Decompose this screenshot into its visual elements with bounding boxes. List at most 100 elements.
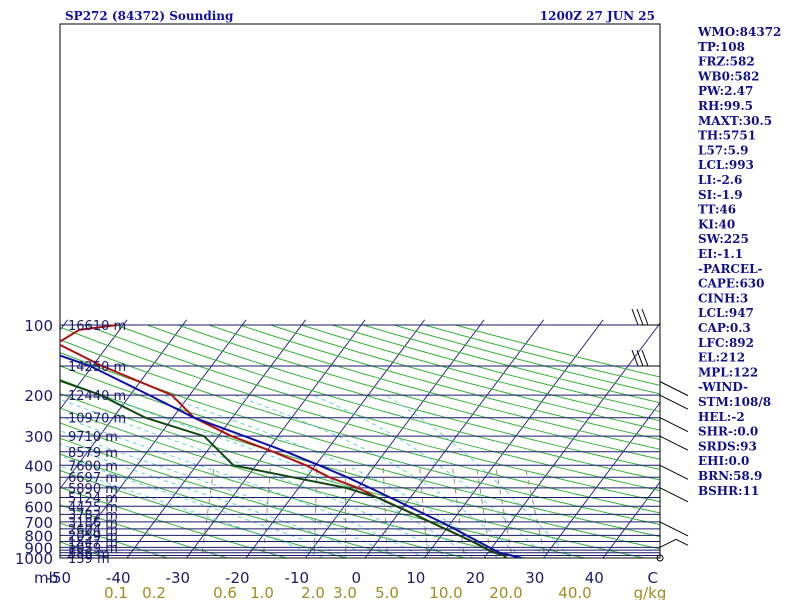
isotherm [483, 322, 660, 558]
moist-adiabat [60, 398, 450, 558]
mixing-ratio-label: 20.0 [489, 584, 522, 600]
height-label: 1059 m [68, 541, 118, 556]
temp-tick-label: 20 [466, 569, 485, 587]
pressure-label: 700 [24, 514, 53, 532]
temp-tick-label: -40 [106, 569, 131, 587]
height-label: 4425 m [68, 500, 118, 515]
mixing-ratio-label: g/kg [634, 584, 667, 600]
dry-adiabat [60, 365, 660, 538]
wind-barb-shaft [659, 538, 677, 548]
isotherm [423, 319, 604, 558]
moist-adiabat [60, 443, 376, 558]
wind-barb-flag [631, 349, 639, 367]
height-label: 7600 m [68, 459, 118, 474]
index-item: LCL:993 [698, 158, 754, 172]
isotherm [0, 320, 8, 563]
index-item: HEL:-2 [698, 410, 745, 424]
mixing-ratio-label: 2.0 [301, 584, 325, 600]
pressure-unit: mb [34, 569, 58, 587]
index-item: EHI:0.0 [698, 454, 749, 468]
isotherm [542, 401, 660, 558]
mixing-ratio-line [451, 465, 465, 558]
wind-barb-shaft [659, 464, 677, 474]
pressure-label: 1000 [15, 550, 53, 568]
index-item: TH:5751 [698, 129, 756, 143]
isotherm [185, 319, 366, 558]
index-item: MAXT:30.5 [698, 114, 772, 128]
mixing-ratio-line [200, 465, 215, 558]
dry-adiabat [60, 422, 528, 558]
pressure-label: 600 [24, 498, 53, 516]
temp-tick-label: C [648, 569, 658, 587]
pressure-label: 200 [24, 387, 53, 405]
mixing-ratio-line [419, 465, 429, 558]
temp-tick-label: 40 [585, 569, 604, 587]
height-label: 16610 m [68, 319, 126, 334]
height-label: 5890 m [68, 482, 118, 497]
wind-barb-flag [675, 529, 689, 537]
index-panel: WMO:84372TP:108FRZ:582WB0:582PW:2.47RH:9… [697, 25, 781, 498]
index-item: -WIND- [698, 380, 748, 394]
dry-adiabat [60, 486, 289, 558]
isotherm [126, 319, 307, 558]
moist-adiabat [312, 394, 548, 558]
dry-adiabat [60, 504, 230, 558]
height-label: 6697 m [68, 471, 118, 486]
height-label: 3186 m [68, 516, 118, 531]
profiles [60, 324, 522, 558]
wind-barb-shaft [659, 381, 677, 391]
height-label: 586 m [68, 547, 110, 562]
wind-barb-flag [636, 308, 644, 326]
wind-barb-shaft [659, 394, 677, 404]
isotherm [60, 319, 188, 490]
mixing-ratio-label: 1.0 [250, 584, 274, 600]
wind-barb-flag [675, 443, 689, 451]
dry-adiabat [60, 541, 110, 558]
wind-calm [656, 554, 664, 562]
pressure-label: 400 [24, 457, 53, 475]
dewpoint-line [60, 379, 508, 558]
mixing-ratio-label: 3.0 [333, 584, 357, 600]
dry-adiabat [60, 469, 349, 558]
height-label: 2604 m [68, 523, 118, 538]
mixing-ratio-label: 10.0 [429, 584, 462, 600]
dry-adiabat [60, 339, 660, 514]
wind-barb-flag [631, 308, 639, 326]
height-label: 1547 m [68, 536, 118, 551]
temp-tick-label: -30 [166, 569, 191, 587]
moist-adiabat [60, 415, 425, 558]
height-label: 3782 m [68, 508, 118, 523]
dry-adiabat [60, 326, 660, 503]
wind-barb-flag [641, 308, 649, 326]
index-item: WMO:84372 [697, 25, 781, 39]
dry-adiabat [60, 407, 587, 558]
index-item: LCL:947 [698, 306, 754, 320]
index-item: SI:-1.9 [698, 188, 743, 202]
moist-adiabat [60, 465, 327, 558]
pressure-label: 100 [24, 317, 53, 335]
dry-adiabat [270, 324, 660, 431]
index-item: EL:212 [698, 351, 745, 365]
mixing-ratio-label: 0.1 [104, 584, 128, 600]
wind-barb-flag [675, 538, 689, 546]
mixing-ratio-label: 0.6 [213, 584, 237, 600]
height-label: 139 m [68, 552, 110, 567]
dry-adiabat [85, 324, 660, 492]
index-item: EI:-1.1 [698, 247, 743, 261]
dry-adiabat [60, 437, 468, 558]
mixing-ratio-line [494, 465, 513, 558]
moist-adiabat [100, 394, 475, 558]
dry-adiabat [60, 453, 408, 558]
mixing-ratio-line [475, 465, 492, 558]
wind-barb-flag [675, 472, 689, 480]
height-label: 9710 m [68, 430, 118, 445]
index-item: PW:2.47 [698, 84, 753, 98]
index-item: WB0:582 [697, 69, 759, 83]
index-item: LFC:892 [698, 336, 754, 350]
dry-adiabat [147, 324, 660, 471]
temp-tick-label: -20 [225, 569, 250, 587]
index-item: MPL:122 [698, 365, 758, 379]
temp-tick-label: 10 [406, 569, 425, 587]
mixing-ratio-label: 5.0 [375, 584, 399, 600]
